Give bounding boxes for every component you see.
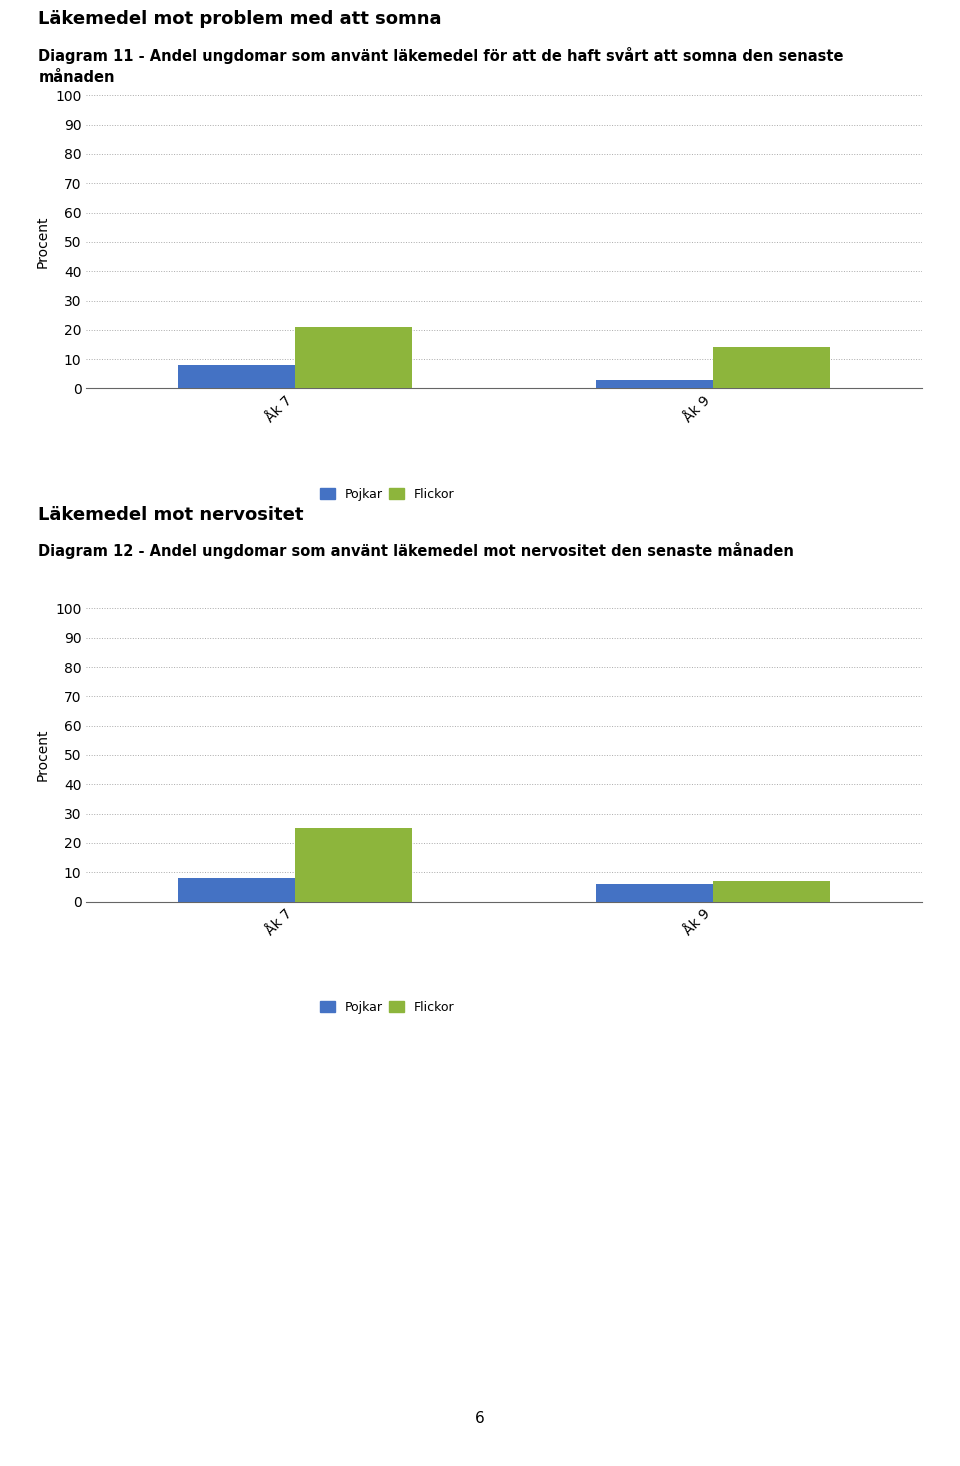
Text: 6: 6 bbox=[475, 1412, 485, 1426]
Legend: Pojkar, Flickor: Pojkar, Flickor bbox=[315, 482, 460, 506]
Bar bbox=[179, 878, 296, 902]
Y-axis label: Procent: Procent bbox=[36, 216, 50, 268]
Text: Läkemedel mot nervositet: Läkemedel mot nervositet bbox=[38, 506, 304, 523]
Bar bbox=[596, 884, 712, 902]
Text: Diagram 12 - Andel ungdomar som använt läkemedel mot nervositet den senaste måna: Diagram 12 - Andel ungdomar som använt l… bbox=[38, 542, 794, 560]
Bar bbox=[712, 881, 829, 902]
Y-axis label: Procent: Procent bbox=[36, 729, 50, 781]
Bar bbox=[296, 828, 412, 902]
Text: månaden: månaden bbox=[38, 70, 115, 85]
Text: Diagram 11 - Andel ungdomar som använt läkemedel för att de haft svårt att somna: Diagram 11 - Andel ungdomar som använt l… bbox=[38, 47, 844, 65]
Bar bbox=[712, 347, 829, 388]
Text: Läkemedel mot problem med att somna: Läkemedel mot problem med att somna bbox=[38, 10, 442, 28]
Bar bbox=[596, 380, 712, 388]
Bar bbox=[179, 365, 296, 388]
Bar bbox=[296, 327, 412, 388]
Legend: Pojkar, Flickor: Pojkar, Flickor bbox=[315, 995, 460, 1019]
